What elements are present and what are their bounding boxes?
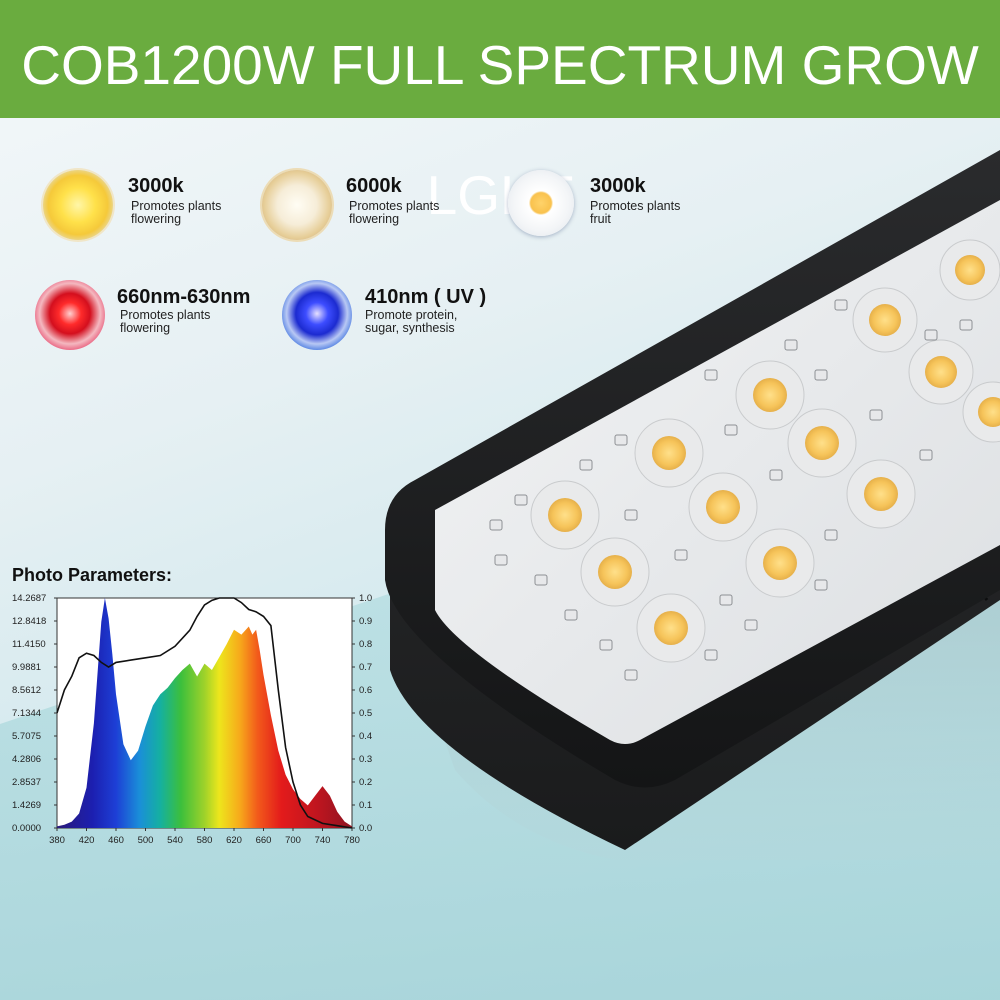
y-right-tick-label: 1.0 <box>359 593 372 604</box>
title-banner <box>0 0 1000 118</box>
feature-desc-line2: flowering <box>349 212 400 226</box>
spectral-distribution-area <box>57 598 352 828</box>
y-left-tick-label: 9.9881 <box>12 662 41 673</box>
feature-title: 660nm-630nm <box>117 286 251 308</box>
y-left-tick-label: 11.4150 <box>12 639 46 650</box>
feature-desc-line1: Promotes plants <box>120 308 211 322</box>
feature-desc-line1: Promotes plants <box>349 199 440 213</box>
y-axis-right: 0.0 0.1 0.2 0.3 0.4 0.5 0.6 0.7 0.8 0.9 1.0 <box>352 593 372 834</box>
x-tick-label: 740 <box>315 835 331 846</box>
feature-desc-line2: sugar, synthesis <box>365 321 455 335</box>
photo-parameters-title: Photo Parameters: <box>12 565 173 585</box>
feature-title: 3000k <box>590 175 646 197</box>
x-axis: 380 420 460 500 540 580 620 660 700 740 780 <box>49 828 360 846</box>
feature-title: 3000k <box>128 175 184 197</box>
y-right-tick-label: 0.6 <box>359 685 372 696</box>
y-right-tick-label: 0.0 <box>359 823 372 834</box>
feature-desc-line1: Promotes plants <box>131 199 222 213</box>
feature-410nm-uv: 410nm ( UV ) Promote protein, sugar, syn… <box>282 280 532 360</box>
x-tick-label: 660 <box>256 835 272 846</box>
y-left-tick-label: 7.1344 <box>12 708 41 719</box>
x-tick-label: 580 <box>197 835 213 846</box>
x-tick-label: 780 <box>344 835 360 846</box>
page-title: COB1200W FULL SPECTRUM GROW LGHT <box>21 34 979 226</box>
y-right-tick-label: 0.3 <box>359 754 372 765</box>
grow-light-fixture <box>385 150 1000 860</box>
y-right-tick-label: 0.2 <box>359 777 372 788</box>
y-left-tick-label: 14.2687 <box>12 593 46 604</box>
y-left-tick-label: 4.2806 <box>12 754 41 765</box>
y-left-tick-label: 0.0000 <box>12 823 41 834</box>
feature-desc-line2: flowering <box>131 212 182 226</box>
red-led-chip-icon <box>35 280 105 350</box>
spectrum-chart: 0.0000 1.4269 2.8537 4.2806 5.7075 7.1344 8.56… <box>12 593 372 846</box>
y-right-tick-label: 0.5 <box>359 708 372 719</box>
feature-desc-line2: fruit <box>590 212 611 226</box>
feature-3000k-fruit: 3000k Promotes plants fruit <box>508 170 708 250</box>
feature-desc-line2: flowering <box>120 321 171 335</box>
x-tick-label: 620 <box>226 835 242 846</box>
y-left-tick-label: 2.8537 <box>12 777 41 788</box>
x-tick-label: 540 <box>167 835 183 846</box>
y-left-tick-label: 5.7075 <box>12 731 41 742</box>
y-axis-left: 0.0000 1.4269 2.8537 4.2806 5.7075 7.1344 8.56… <box>12 593 57 834</box>
feature-desc-line1: Promote protein, <box>365 308 458 322</box>
y-right-tick-label: 0.9 <box>359 616 372 627</box>
feature-6000k-flowering: 6000k Promotes plants flowering <box>262 170 462 250</box>
y-left-tick-label: 1.4269 <box>12 800 41 811</box>
x-tick-label: 460 <box>108 835 124 846</box>
y-right-tick-label: 0.7 <box>359 662 372 673</box>
x-tick-label: 380 <box>49 835 65 846</box>
x-tick-label: 500 <box>138 835 154 846</box>
feature-660nm-630nm: 660nm-630nm Promotes plants flowering <box>35 280 285 360</box>
warm-cob-led-icon <box>43 170 113 240</box>
white-cob-led-icon <box>508 170 574 236</box>
feature-3000k-flowering: 3000k Promotes plants flowering <box>43 170 243 250</box>
feature-title: 410nm ( UV ) <box>365 286 487 308</box>
y-right-tick-label: 0.4 <box>359 731 372 742</box>
feature-title: 6000k <box>346 175 402 197</box>
y-right-tick-label: 0.1 <box>359 800 372 811</box>
relative-response-line <box>56 597 353 829</box>
y-right-tick-label: 0.8 <box>359 639 372 650</box>
feature-desc-line1: Promotes plants <box>590 199 681 213</box>
uv-led-chip-icon <box>282 280 352 350</box>
x-tick-label: 700 <box>285 835 301 846</box>
y-left-tick-label: 8.5612 <box>12 685 41 696</box>
y-left-tick-label: 12.8418 <box>12 616 46 627</box>
neutral-cob-led-icon <box>262 170 332 240</box>
x-tick-label: 420 <box>79 835 95 846</box>
